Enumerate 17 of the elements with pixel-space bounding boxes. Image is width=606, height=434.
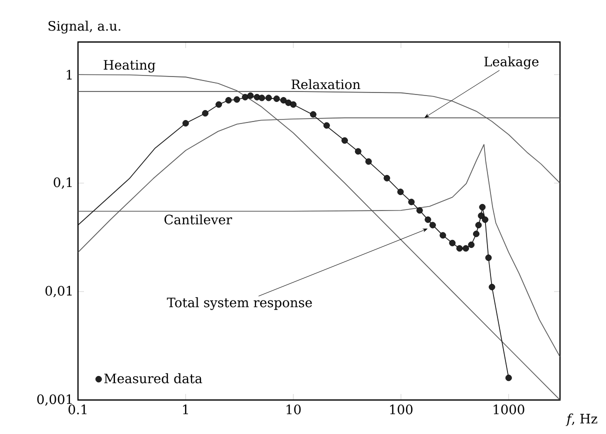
y-tick-label: 0,01: [46, 286, 72, 298]
y-tick-label: 0,001: [37, 394, 72, 406]
x-axis-title: f, Hz: [566, 414, 598, 426]
x-tick-label: 0.1: [68, 404, 86, 414]
y-axis-title: Signal, a.u.: [48, 20, 120, 34]
y-tick-label: 1: [66, 70, 72, 80]
x-tick-label: 10: [286, 404, 301, 414]
legend-label: Measured data: [104, 373, 202, 384]
annotation: Heating: [104, 60, 156, 72]
annotation: Total system response: [166, 297, 312, 310]
annotation: Relaxation: [292, 79, 360, 90]
y-tick-label: 0,1: [54, 177, 72, 189]
x-tick-label: 1: [183, 404, 188, 414]
annotation: Cantilever: [164, 214, 232, 224]
x-tick-label: 100: [390, 404, 412, 414]
x-tick-label: 1000: [494, 404, 524, 414]
annotation: Leakage: [484, 56, 538, 70]
